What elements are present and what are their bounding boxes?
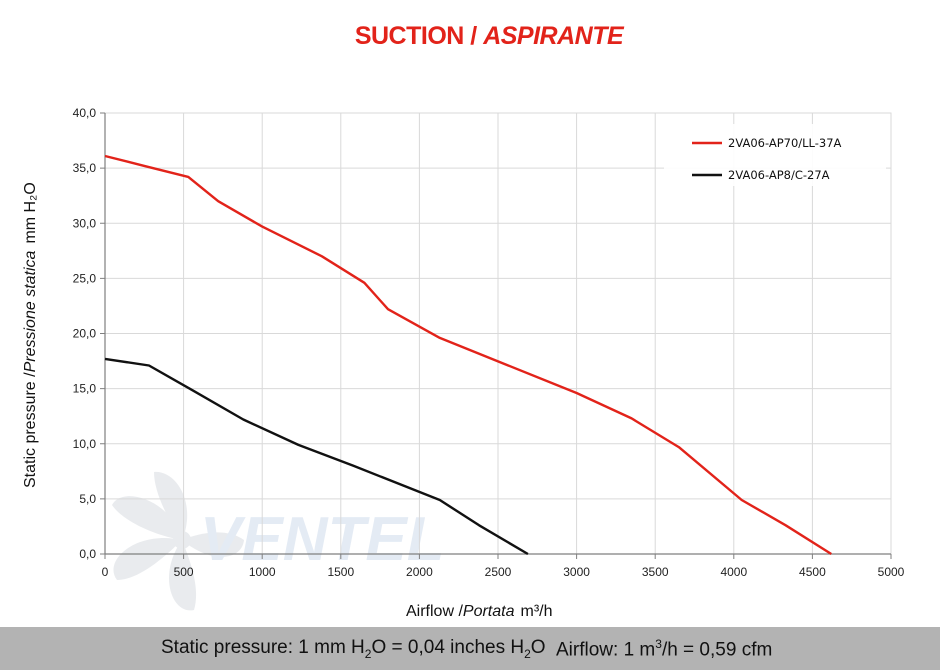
legend: 2VA06-AP70/LL-37A 2VA06-AP8/C-27A (664, 124, 886, 186)
watermark-text: VENTEL (200, 505, 445, 574)
footer-pressure-suffix: O (530, 637, 546, 658)
x-axis-label-italic: Portata (463, 603, 515, 620)
x-axis-label: Airflow / (406, 603, 463, 620)
footer-airflow-suffix: /h = 0,59 cfm (661, 639, 773, 661)
axes (100, 112, 892, 559)
chart-title: SUCTION / ASPIRANTE (0, 22, 940, 51)
footer-bar: Static pressure: 1 mm H2O = 0,04 inches … (0, 627, 940, 670)
x-tick-label: 4000 (720, 565, 747, 579)
y-axis-label: Static pressure / (22, 372, 39, 488)
legend-label-2: 2VA06-AP8/C-27A (728, 168, 830, 182)
series-line-1 (104, 154, 832, 556)
x-axis-unit: m³/h (521, 603, 553, 620)
title-italic: ASPIRANTE (483, 22, 624, 50)
y-tick-label: 10,0 (73, 437, 97, 451)
x-tick-label: 2500 (485, 565, 512, 579)
x-tick-label: 5000 (878, 565, 905, 579)
legend-label-1: 2VA06-AP70/LL-37A (728, 136, 842, 150)
x-tick-label: 3000 (563, 565, 590, 579)
y-tick-label: 20,0 (73, 327, 97, 341)
series-lines (104, 154, 832, 556)
y-axis-title: Static pressure /Pressione statica mm H₂O (22, 182, 39, 488)
chart-plot: VENTEL 0 500 1000 1500 2000 2500 3000 3500 4000 4… (22, 106, 905, 620)
x-tick-label: 500 (174, 565, 194, 579)
x-tick-label: 1000 (249, 565, 276, 579)
footer-pressure-mid: O = 0,04 inches H (371, 637, 525, 658)
footer-pressure-prefix: Static pressure: 1 mm H (161, 637, 365, 658)
y-axis-unit: mm H₂O (22, 182, 39, 243)
series-line-2 (104, 357, 529, 556)
grid (104, 112, 892, 555)
y-tick-label: 25,0 (73, 271, 97, 285)
y-tick-label: 40,0 (73, 106, 97, 120)
y-tick-label: 5,0 (79, 492, 96, 506)
tick-labels: 0 500 1000 1500 2000 2500 3000 3500 4000 4500 5000… (73, 106, 905, 579)
x-tick-label: 2000 (406, 565, 433, 579)
x-tick-label: 0 (102, 565, 109, 579)
y-tick-label: 15,0 (73, 382, 97, 396)
footer-airflow-prefix: Airflow: 1 m (556, 639, 656, 661)
x-tick-label: 4500 (799, 565, 826, 579)
footer-pressure-note: Static pressure: 1 mm H2O = 0,04 inches … (161, 637, 546, 661)
x-axis-title: Airflow /Portata m³/h (406, 603, 553, 620)
fan-logo-icon (112, 471, 244, 611)
ventel-watermark: VENTEL (112, 471, 445, 611)
y-tick-label: 35,0 (73, 161, 97, 175)
y-axis-label-italic: Pressione statica (22, 250, 39, 372)
x-tick-label: 1500 (327, 565, 354, 579)
x-tick-label: 3500 (642, 565, 669, 579)
y-tick-label: 0,0 (79, 547, 96, 561)
title-main: SUCTION / (354, 22, 477, 50)
footer-airflow-note: Airflow: 1 m3/h = 0,59 cfm (556, 637, 773, 661)
y-tick-label: 30,0 (73, 216, 97, 230)
